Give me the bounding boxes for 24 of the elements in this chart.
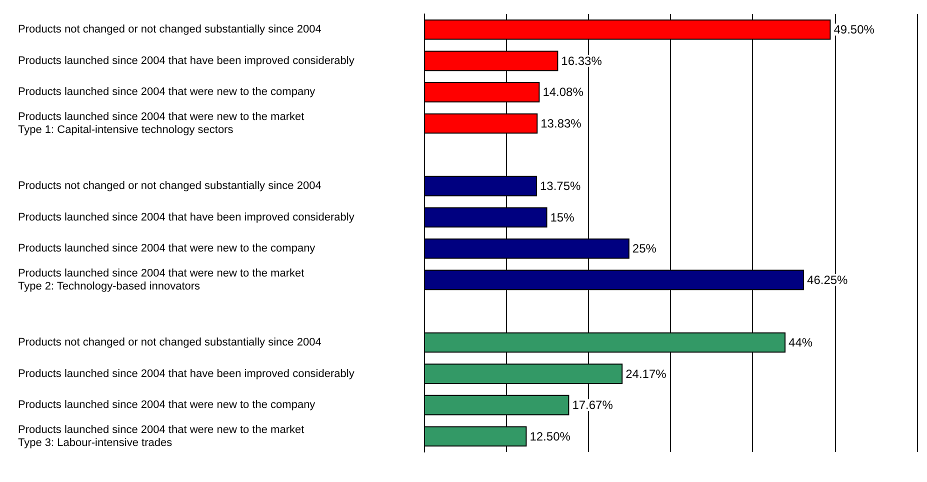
y-tick-label: Products not changed or not changed substantially since 2004 (18, 24, 322, 36)
data-label: 16.33% (561, 54, 602, 68)
y-tick-label: Products launched since 2004 that were new to the market Type 1: Capital-intensive technology sectors (18, 111, 304, 136)
data-label: 49.50% (834, 22, 875, 37)
data-label: 13.75% (540, 179, 582, 194)
data-label: 44% (788, 336, 813, 350)
y-tick-label: Products launched since 2004 that have been improved considerably (18, 54, 355, 67)
data-label: 46.25% (807, 272, 848, 287)
data-label: 14.08% (542, 85, 584, 100)
data-label: 25% (632, 242, 657, 256)
y-tick-label: Products launched since 2004 that were new to the market Type 2: Technology-based innovators (18, 267, 304, 292)
y-tick-label: Products not changed or not changed substantially since 2004 (18, 336, 322, 348)
y-tick-label: Products launched since 2004 that were new to the company (18, 242, 316, 255)
y-tick-label: Products launched since 2004 that were new to the company (18, 399, 316, 412)
y-tick-label: Products launched since 2004 that were new to the market Type 3: Labour-intensive trades (18, 424, 304, 449)
data-label: 13.83% (540, 116, 582, 130)
y-tick-label: Products not changed or not changed substantially since 2004 (18, 180, 322, 192)
y-tick-label: Products launched since 2004 that were new to the company (18, 86, 316, 98)
data-label: 17.67% (572, 398, 614, 412)
y-tick-label: Products launched since 2004 that have been improved considerably (18, 211, 355, 224)
data-label: 15% (550, 210, 575, 224)
data-label: 12.50% (530, 429, 571, 444)
y-tick-label: Products launched since 2004 that have been improved considerably (18, 368, 355, 380)
data-label: 24.17% (626, 366, 667, 381)
